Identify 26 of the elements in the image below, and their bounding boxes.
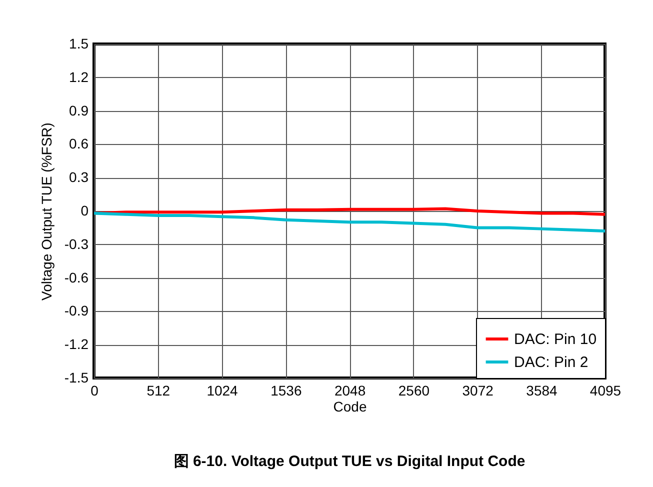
- y-tick-label: -1.2: [64, 336, 89, 352]
- y-axis-title: Voltage Output TUE (%FSR): [38, 122, 54, 300]
- x-tick-label: 2560: [398, 382, 430, 398]
- y-tick-label: 0.3: [69, 169, 89, 186]
- legend-label: DAC: Pin 10: [514, 331, 597, 348]
- y-tick-label: 0.6: [69, 136, 89, 152]
- x-tick-label: 512: [146, 382, 170, 398]
- x-tick-label: 1536: [270, 382, 302, 398]
- x-tick-label: 0: [90, 382, 99, 398]
- y-tick-label: -0.6: [64, 269, 89, 286]
- x-tick-label: 2048: [334, 382, 366, 398]
- y-tick-label: -0.9: [64, 302, 89, 319]
- y-tick-label: 0: [80, 202, 89, 218]
- legend-label: DAC: Pin 2: [514, 354, 588, 371]
- y-tick-label: 1.5: [69, 36, 89, 52]
- line-series: [94, 212, 605, 233]
- y-tick-label: -1.5: [64, 370, 89, 386]
- x-tick-label: 1024: [206, 382, 238, 398]
- x-tick-label: 4095: [590, 382, 622, 398]
- x-tick-label: 3072: [462, 382, 494, 398]
- x-tick-label: 3584: [526, 382, 558, 398]
- text: 图 6-10. Voltage Output TUE vs Digital Input Code: [174, 453, 526, 470]
- y-tick-label: 0.9: [69, 102, 89, 118]
- y-tick-label: 1.2: [69, 68, 89, 85]
- y-tick-label: -0.3: [64, 236, 89, 252]
- x-axis-title: Code: [333, 398, 367, 414]
